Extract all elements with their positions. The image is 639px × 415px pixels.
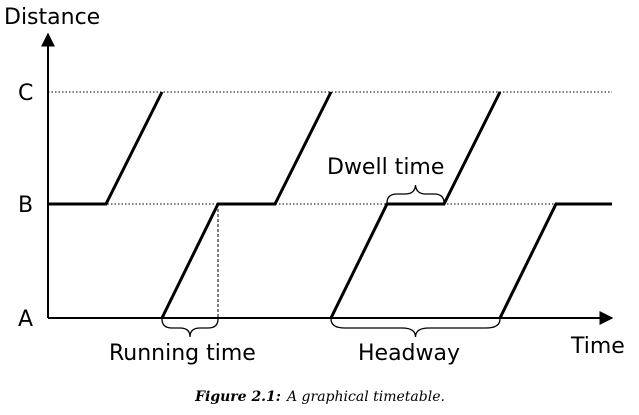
x-axis-label: Time [570, 334, 625, 359]
y-axis-label: Distance [4, 5, 100, 30]
train-path-1 [48, 91, 164, 206]
figure-caption: Figure 2.1: A graphical timetable. [194, 389, 445, 405]
station-label-a: A [18, 307, 33, 332]
station-label-b: B [18, 193, 33, 218]
station-label-c: C [18, 81, 33, 106]
figure-caption-label: Figure 2.1: [194, 389, 281, 405]
dwell-time-brace [386, 184, 445, 204]
running-time-brace [161, 318, 219, 338]
headway-brace [330, 318, 501, 338]
dwell-time-label: Dwell time [327, 155, 444, 180]
train-path-3 [329, 91, 502, 319]
headway-label: Headway [358, 341, 460, 366]
train-path-4 [498, 202, 612, 319]
running-time-label: Running time [109, 341, 256, 366]
train-path-2 [160, 91, 333, 319]
figure-caption-text: A graphical timetable. [285, 389, 445, 405]
